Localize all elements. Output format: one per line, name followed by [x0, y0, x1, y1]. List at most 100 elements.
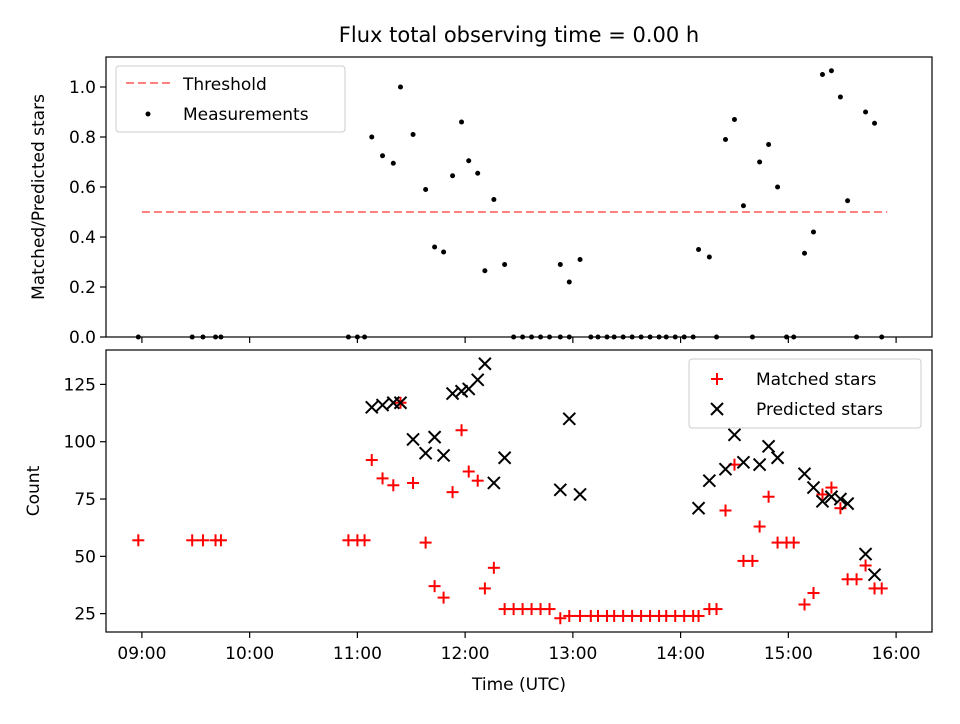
- predicted-stars-point: [797, 467, 812, 481]
- matched-stars-point: [437, 591, 450, 604]
- matched-stars-point: [478, 582, 491, 595]
- measurement-point: [502, 262, 508, 267]
- count-plot: 09:00 10:00 11:00 12:00 13:00 14:00 15:00 16:00…: [64, 357, 921, 664]
- matched-stars-point: [358, 534, 371, 547]
- matched-stars-point: [186, 534, 199, 547]
- measurement-point: [766, 142, 772, 147]
- measurement-point: [369, 134, 375, 140]
- measurement-point: [723, 137, 728, 142]
- count-x-tick-label: 15:00: [764, 644, 813, 664]
- predicted-stars-point: [470, 373, 485, 387]
- matched-stars-point: [787, 536, 800, 549]
- predicted-stars-point: [562, 412, 576, 426]
- matched-stars-point: [563, 609, 576, 622]
- matched-stars-point: [875, 582, 888, 595]
- matched-stars-point: [543, 603, 556, 616]
- measurement-point: [390, 160, 396, 166]
- predicted-stars-point: [454, 384, 469, 398]
- measurement-point: [819, 72, 825, 77]
- count-y-tick-label: 125: [64, 375, 96, 395]
- count-y-tick-label: 50: [74, 547, 96, 567]
- predicted-stars-point: [436, 448, 451, 463]
- ratio-plot: 0.0 0.2 0.4 0.6 0.8 1.0: [69, 68, 897, 348]
- predicted-stars-point: [736, 455, 751, 470]
- measurement-point: [802, 250, 808, 256]
- predicted-stars-point: [393, 396, 408, 410]
- matched-legend-label: Matched stars: [756, 370, 876, 390]
- measurement-point: [577, 257, 583, 262]
- ratio-y-tick-label: 0.4: [69, 228, 96, 248]
- ratio-y-axis-label: Matched/Predicted stars: [29, 94, 49, 300]
- matched-stars-point: [746, 554, 759, 567]
- measurement-point: [872, 120, 878, 126]
- measurement-point: [837, 94, 843, 100]
- measurement-point: [423, 187, 429, 192]
- measurement-point: [810, 229, 816, 235]
- ratio-y-tick-label: 1.0: [69, 78, 96, 98]
- measurement-point: [482, 268, 488, 274]
- ratio-plot-frame: [105, 56, 933, 338]
- predicted-stars-point: [806, 480, 821, 495]
- count-y-tick-label: 75: [74, 490, 96, 510]
- matched-stars-point: [387, 479, 400, 492]
- measurement-point: [475, 170, 481, 176]
- measurement-point: [696, 247, 702, 252]
- measurement-point: [397, 84, 403, 90]
- matched-stars-point: [825, 481, 838, 494]
- count-x-tick-label: 16:00: [872, 644, 921, 664]
- predicted-stars-point: [478, 357, 492, 371]
- predicted-stars-point: [406, 432, 420, 447]
- measurement-point: [466, 158, 472, 164]
- matched-stars-point: [365, 454, 378, 467]
- measurement-point: [828, 68, 834, 74]
- measurement-point: [740, 203, 746, 209]
- ratio-y-tick-label: 0.2: [69, 278, 96, 298]
- matched-stars-point: [807, 587, 820, 600]
- matched-stars-point: [471, 474, 484, 487]
- predicted-stars-point: [815, 494, 830, 509]
- predicted-stars-point: [427, 430, 442, 444]
- count-y-tick-label: 25: [74, 605, 96, 625]
- count-x-axis-label: Time (UTC): [471, 675, 566, 695]
- count-legend: Matched stars Predicted stars: [688, 358, 922, 429]
- matched-stars-point: [762, 490, 775, 503]
- matched-stars-point: [462, 465, 475, 478]
- measurement-point: [757, 159, 763, 165]
- predicted-stars-point: [858, 547, 873, 561]
- measurements-legend-marker: [145, 111, 151, 117]
- chart-title: Flux total observing time = 0.00 h: [339, 23, 699, 47]
- measurement-point: [557, 262, 563, 267]
- measurement-point: [432, 244, 438, 250]
- predicted-stars-point: [487, 476, 501, 490]
- ratio-legend-box: [115, 65, 346, 133]
- predicted-stars-point: [573, 487, 587, 502]
- matched-stars-point: [455, 424, 468, 437]
- predicted-stars-point: [702, 473, 717, 488]
- matched-stars-point: [132, 534, 145, 547]
- matched-stars-point: [487, 561, 500, 574]
- measurement-point: [450, 173, 456, 179]
- count-plot-frame: [105, 349, 933, 633]
- measurement-point: [845, 198, 851, 204]
- matched-stars-point: [753, 520, 766, 533]
- measurement-point: [459, 119, 465, 125]
- matched-stars-point: [692, 609, 705, 622]
- count-x-tick-label: 11:00: [333, 644, 382, 664]
- predicted-stars-point: [770, 451, 785, 465]
- matched-stars-point: [446, 486, 459, 499]
- matched-stars-point: [407, 476, 420, 489]
- measurements-legend-label: Measurements: [183, 105, 309, 125]
- matched-stars-point: [719, 504, 732, 517]
- matched-stars-point: [376, 472, 389, 485]
- predicted-stars-point: [833, 492, 848, 506]
- measurement-point: [731, 117, 737, 122]
- matched-stars-point: [710, 603, 723, 616]
- matched-stars-point: [419, 536, 432, 549]
- ratio-y-tick-label: 0.0: [69, 328, 96, 348]
- predicted-stars-point: [375, 398, 390, 412]
- predicted-legend-marker: [710, 402, 724, 416]
- matched-stars-point: [850, 573, 863, 586]
- count-y-tick-label: 100: [64, 433, 96, 453]
- predicted-stars-point: [727, 428, 742, 442]
